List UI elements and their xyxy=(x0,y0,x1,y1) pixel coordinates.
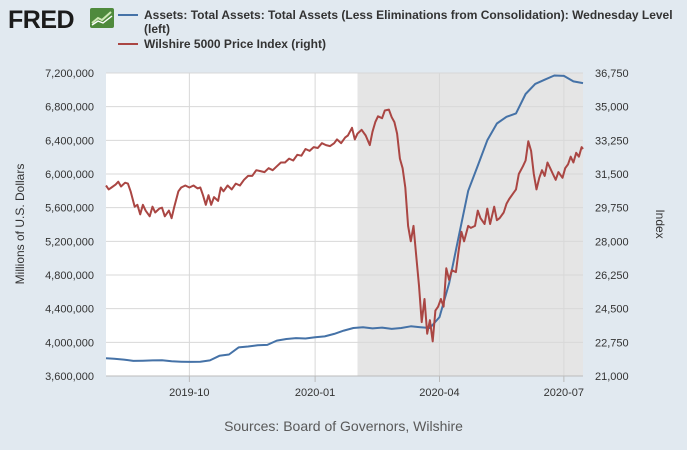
right-tick-label: 28,000 xyxy=(595,236,629,248)
right-axis-ticks: 21,000 22,750 24,500 26,250 28,000 29,750 31,5… xyxy=(595,68,629,383)
right-tick-label: 26,250 xyxy=(595,270,629,282)
series-lines xyxy=(105,74,584,363)
legend-swatch-wilshire xyxy=(118,43,138,45)
line-chart-icon xyxy=(90,8,114,28)
source-note: Sources: Board of Governors, Wilshire xyxy=(224,418,463,434)
right-tick-label: 24,500 xyxy=(595,304,629,316)
series-line-assets xyxy=(105,74,584,363)
left-axis-ticks: 3,600,000 4,000,000 4,400,000 4,800,000 5,20… xyxy=(45,68,94,383)
left-tick-label: 6,400,000 xyxy=(45,135,94,147)
left-tick-label: 3,600,000 xyxy=(45,371,94,383)
right-tick-label: 36,750 xyxy=(595,68,629,80)
right-axis-label: Index xyxy=(653,209,667,238)
right-tick-label: 29,750 xyxy=(595,203,629,215)
left-axis-label: Millions of U.S. Dollars xyxy=(13,164,27,285)
right-tick-label: 35,000 xyxy=(595,102,629,114)
x-tick-label: 2020-07 xyxy=(544,387,584,399)
series-line-wilshire xyxy=(105,108,584,343)
x-tick-label: 2020-01 xyxy=(295,387,335,399)
left-tick-label: 6,800,000 xyxy=(45,102,94,114)
legend-label-assets: Assets: Total Assets: Total Assets (Less… xyxy=(144,8,673,36)
x-tick-label: 2020-04 xyxy=(419,387,459,399)
left-tick-label: 6,000,000 xyxy=(45,169,94,181)
legend-item-wilshire: Wilshire 5000 Price Index (right) xyxy=(118,37,678,51)
right-tick-label: 21,000 xyxy=(595,371,629,383)
left-tick-label: 4,000,000 xyxy=(45,337,94,349)
fred-logo: FRED xyxy=(8,6,75,34)
right-tick-label: 33,250 xyxy=(595,135,629,147)
legend-label-wilshire: Wilshire 5000 Price Index (right) xyxy=(144,37,326,51)
gridlines xyxy=(106,72,583,377)
left-tick-label: 7,200,000 xyxy=(45,68,94,80)
chart-legend: Assets: Total Assets: Total Assets (Less… xyxy=(118,8,678,52)
left-tick-label: 4,800,000 xyxy=(45,270,94,282)
left-tick-label: 4,400,000 xyxy=(45,304,94,316)
left-tick-label: 5,600,000 xyxy=(45,203,94,215)
right-tick-label: 22,750 xyxy=(595,337,629,349)
legend-item-assets: Assets: Total Assets: Total Assets (Less… xyxy=(118,8,678,36)
chart: 3,600,000 4,000,000 4,400,000 4,800,000 5,20… xyxy=(13,68,667,399)
left-tick-label: 5,200,000 xyxy=(45,236,94,248)
x-axis-ticks: 2019-10 2020-01 2020-04 2020-07 xyxy=(106,375,584,399)
x-tick-label: 2019-10 xyxy=(169,387,209,399)
legend-swatch-assets xyxy=(118,14,138,16)
right-tick-label: 31,500 xyxy=(595,169,629,181)
